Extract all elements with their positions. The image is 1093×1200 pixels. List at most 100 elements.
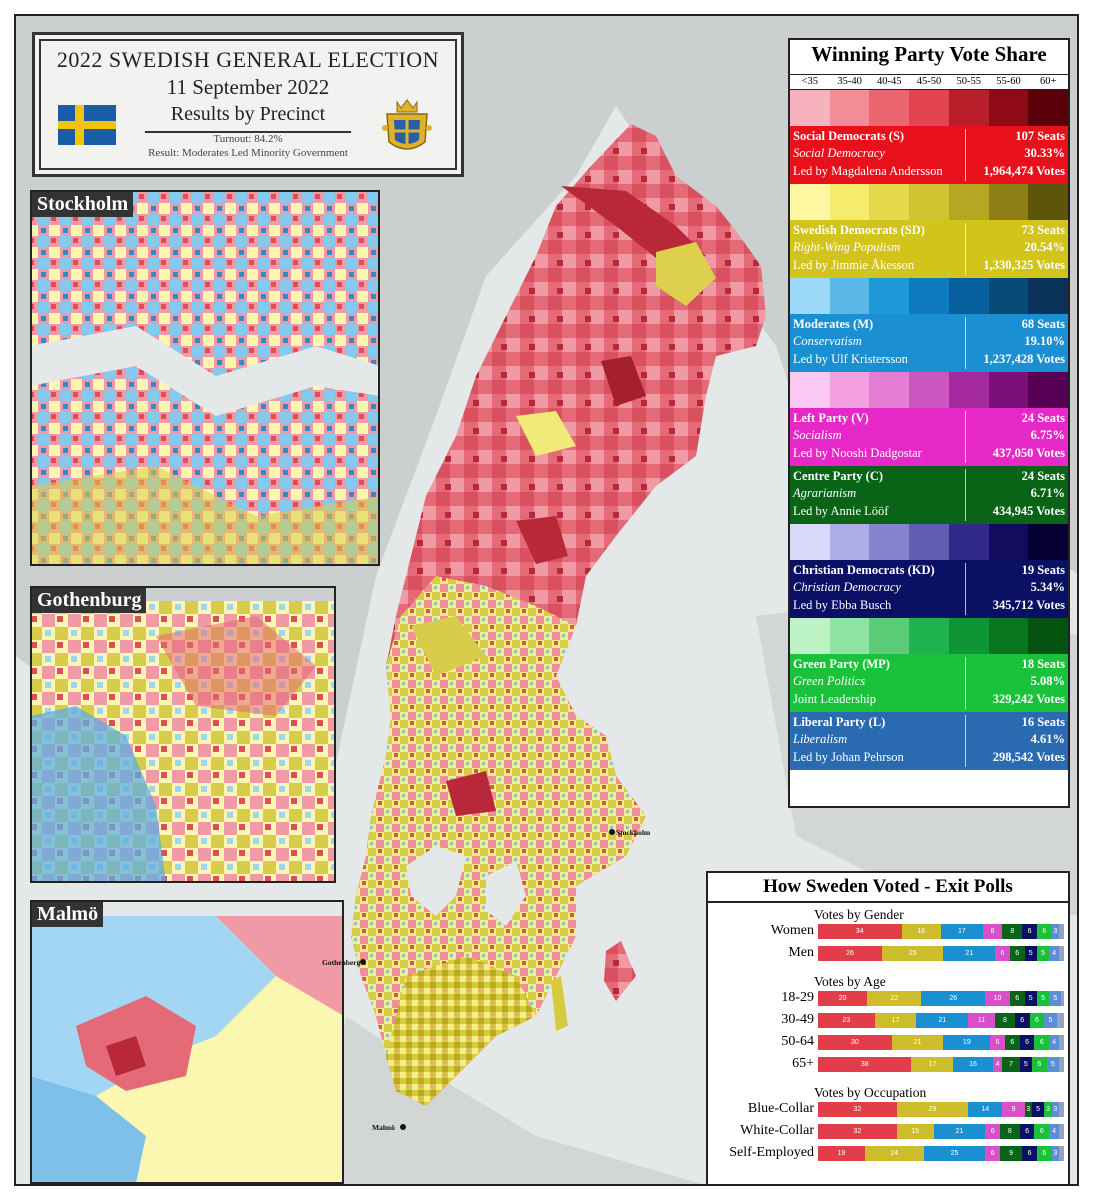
poll-bar-segment: 26 [921,991,986,1006]
party-color-scale [790,524,1069,560]
poll-bar-segment: 6 [1036,924,1052,939]
poll-bar-segment: 21 [943,946,996,961]
party-block: Liberal Party (L) 16 Seats Liberalism 4.61%… [790,712,1068,770]
bin-label: 60+ [1039,76,1057,87]
poll-bar-segment: 5 [1024,991,1037,1006]
poll-bar: 26 25 21 6 6 5 5 4 [818,946,1064,961]
party-votes: 345,712 Votes [992,598,1065,612]
poll-bar-segment: 4 [992,1057,1003,1072]
stockholm-inset: Stockholm [30,190,380,566]
scale-swatch [948,524,989,560]
scale-swatch [988,618,1029,654]
party-block-divider [965,223,966,275]
bin-label: 55-60 [996,76,1021,87]
poll-bar-segment: 21 [891,1035,944,1050]
poll-bar-segment: 6 [1004,1035,1020,1050]
bin-label: <35 [801,76,819,87]
poll-row-label: 30-49 [781,1012,814,1027]
gothenburg-inset-label: Gothenburg [32,588,147,613]
party-block-divider [965,411,966,463]
scale-swatch [1028,278,1069,314]
bin-label: 35-40 [837,76,862,87]
poll-bar-segment: 6 [1014,1013,1030,1028]
party-vote-share: 6.75% [1030,428,1065,442]
poll-bar-segment [1059,1057,1064,1072]
scale-swatch [988,372,1029,408]
poll-row-label: Blue-Collar [747,1101,814,1116]
party-block-divider [965,469,966,521]
scale-swatch [909,278,949,314]
bin-label: 50-55 [956,76,981,87]
scale-swatch [988,184,1029,220]
party-votes: 437,050 Votes [992,446,1065,460]
poll-bar-segment [1059,1146,1064,1161]
poll-bar-segment: 6 [995,946,1010,961]
gothenberg-city-label: Gothenberg [322,958,361,967]
party-vote-share: 5.34% [1030,580,1065,594]
party-votes: 298,542 Votes [992,750,1065,764]
party-votes: 329,242 Votes [992,692,1065,706]
election-date: 11 September 2022 [166,75,330,99]
party-name: Green Party (MP) [793,657,890,671]
party-seats: 19 Seats [1021,563,1065,577]
poll-bar-segment: 17 [874,1013,917,1028]
party-votes: 1,330,325 Votes [983,258,1065,272]
scale-swatch [1028,524,1069,560]
party-ideology: Agrarianism [793,486,857,500]
poll-row-label: White-Collar [740,1123,814,1138]
map-subtitle: Results by Precinct [170,103,326,125]
party-name: Centre Party (C) [793,469,884,483]
scale-swatch [988,278,1029,314]
poll-bar-segment: 14 [968,1102,1003,1117]
scale-swatch [869,524,910,560]
poll-bar-segment: 6 [1036,1146,1052,1161]
scale-swatch [1028,90,1069,126]
title-box: 2022 SWEDISH GENERAL ELECTION 11 Septemb… [32,32,464,177]
party-leader: Led by Ulf Kristersson [793,352,908,366]
poll-bar: 30 21 19 6 6 6 6 4 [818,1035,1064,1050]
scale-swatch [1028,184,1069,220]
poll-bar-segment: 6 [1019,1035,1035,1050]
poll-bar-segment: 5 [1036,946,1050,961]
poll-bar-segment: 4 [1049,1124,1060,1139]
poll-bar-segment: 5 [1036,991,1050,1006]
legend-bins: <35 35-40 40-45 45-50 50-55 55-60 60+ [790,74,1068,90]
poll-bar-segment: 6 [985,1124,1001,1139]
poll-section-title: Votes by Gender [814,907,904,922]
scale-swatch [790,278,830,314]
party-block: Swedish Democrats (SD) 73 Seats Right-Wing… [790,220,1068,278]
poll-bar-segment: 6 [1031,1057,1047,1072]
party-ideology: Social Democracy [793,146,885,160]
scale-swatch [869,90,910,126]
scale-swatch [829,524,870,560]
scale-swatch [829,184,870,220]
party-seats: 107 Seats [1015,129,1065,143]
stockholm-city-label: Stockholm [616,828,651,837]
malmo-marker [400,1124,406,1130]
party-vote-share: 19.10% [1024,334,1065,348]
poll-bar-segment [1061,991,1064,1006]
scale-swatch [869,372,910,408]
poll-bar-segment: 8 [995,1013,1015,1028]
party-name: Swedish Democrats (SD) [793,223,925,237]
poll-row-label: Men [788,945,814,960]
scale-swatch [948,184,989,220]
party-leader: Joint Leadership [793,692,876,706]
poll-bar-segment: 4 [1049,946,1060,961]
poll-bar-segment: 7 [1002,1057,1020,1072]
poll-bar-segment: 6 [1019,1124,1035,1139]
party-color-scale [790,184,1069,220]
poll-bar-segment [1056,1013,1064,1028]
poll-bar-segment: 6 [990,1035,1005,1050]
poll-bar-segment: 6 [1022,924,1037,939]
poll-bar-segment: 5 [1046,1057,1060,1072]
party-ideology: Conservatism [793,334,862,348]
scale-swatch [790,184,830,220]
party-block: Christian Democrats (KD) 19 Seats Christia… [790,560,1068,618]
party-seats: 18 Seats [1021,657,1065,671]
poll-bar-segment [1059,946,1064,961]
party-block-divider [965,657,966,709]
poll-bar-segment [1059,1102,1064,1117]
party-name: Liberal Party (L) [793,715,886,729]
poll-bar-segment: 32 [818,1124,897,1139]
